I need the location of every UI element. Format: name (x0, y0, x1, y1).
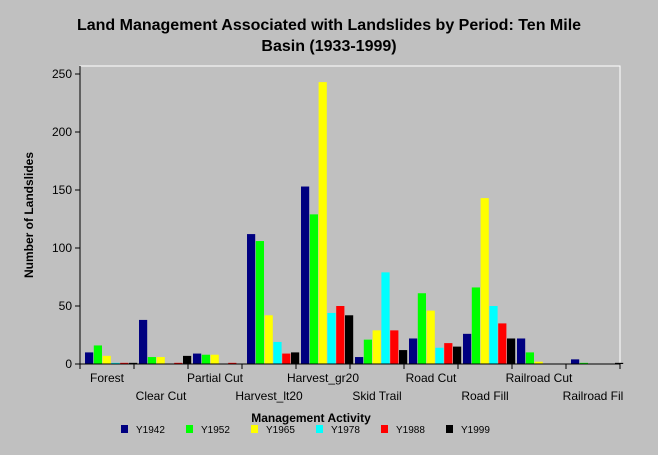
x-tick-label: Road Cut (406, 371, 457, 385)
legend-swatch (186, 425, 193, 433)
bar (525, 352, 534, 364)
bar (381, 272, 390, 364)
bar (444, 343, 453, 364)
plot-area (79, 65, 621, 365)
bar (201, 354, 210, 364)
bar (85, 352, 94, 364)
bar (264, 315, 273, 364)
bar (345, 315, 354, 364)
legend-label: Y1965 (266, 425, 295, 436)
bar (426, 310, 435, 364)
bar (139, 319, 148, 364)
bar (498, 323, 507, 364)
x-tick-label: Skid Trail (352, 389, 401, 403)
bar (129, 362, 138, 364)
bar (435, 347, 444, 364)
legend-swatch (251, 425, 258, 433)
bar (210, 354, 219, 364)
bar (372, 330, 381, 364)
x-tick-label: Railroad Fil (563, 389, 624, 403)
x-tick-label: Harvest_gr20 (287, 371, 359, 385)
bar (255, 241, 264, 364)
bar (409, 338, 418, 364)
bar (183, 355, 192, 364)
legend-label: Y1988 (396, 425, 425, 436)
bar (193, 353, 202, 364)
bar (111, 362, 120, 364)
bar (417, 293, 426, 364)
bar (291, 352, 300, 364)
y-tick-label: 0 (65, 357, 72, 371)
bar (480, 198, 489, 364)
bar (453, 346, 462, 364)
bar (120, 362, 129, 364)
bar (571, 359, 580, 364)
x-tick-label: Road Fill (461, 389, 508, 403)
bar (282, 353, 291, 364)
legend: Y1942 Y1952 Y1965 Y1978 Y1988 Y1999 (121, 425, 490, 436)
x-tick-label: Clear Cut (136, 389, 187, 403)
bar (309, 214, 318, 364)
bar (93, 345, 102, 364)
bar (247, 234, 256, 364)
bar (463, 333, 472, 364)
chart-title-line-1: Land Management Associated with Landslid… (77, 17, 581, 34)
x-tick-label: Harvest_lt20 (235, 389, 303, 403)
bar (355, 357, 364, 364)
y-tick-label: 100 (52, 241, 72, 255)
bar (336, 306, 345, 364)
bar (507, 338, 516, 364)
legend-swatch (381, 425, 388, 433)
bar (363, 339, 372, 364)
x-axis-label: Management Activity (251, 411, 371, 425)
x-tick-label: Partial Cut (187, 371, 244, 385)
legend-swatch (316, 425, 323, 433)
bar (471, 287, 480, 364)
chart-title-line-2: Basin (1933-1999) (261, 38, 396, 55)
bars-group (85, 82, 624, 365)
legend-label: Y1952 (201, 425, 230, 436)
y-tick-label: 50 (59, 299, 73, 313)
bar (579, 362, 588, 364)
bar (615, 362, 624, 364)
bar (489, 306, 498, 364)
bar (517, 338, 526, 364)
bar (534, 361, 543, 364)
y-tick-label: 250 (52, 67, 72, 81)
y-tick-label: 200 (52, 125, 72, 139)
y-tick-label: 150 (52, 183, 72, 197)
bar (399, 350, 408, 364)
x-tick-label: Railroad Cut (506, 371, 573, 385)
bar (228, 362, 237, 364)
bar (273, 341, 282, 364)
bar (102, 355, 111, 364)
bar (318, 82, 327, 365)
bar (156, 357, 165, 364)
legend-label: Y1999 (461, 425, 490, 436)
bar (174, 362, 183, 364)
bar (301, 186, 310, 364)
x-tick-label: Forest (90, 371, 125, 385)
legend-swatch (446, 425, 453, 433)
bar (327, 312, 336, 364)
legend-label: Y1978 (331, 425, 360, 436)
bar (147, 357, 156, 364)
y-axis-label: Number of Landslides (22, 152, 36, 278)
legend-swatch (121, 425, 128, 433)
legend-label: Y1942 (136, 425, 165, 436)
bar (390, 330, 399, 364)
